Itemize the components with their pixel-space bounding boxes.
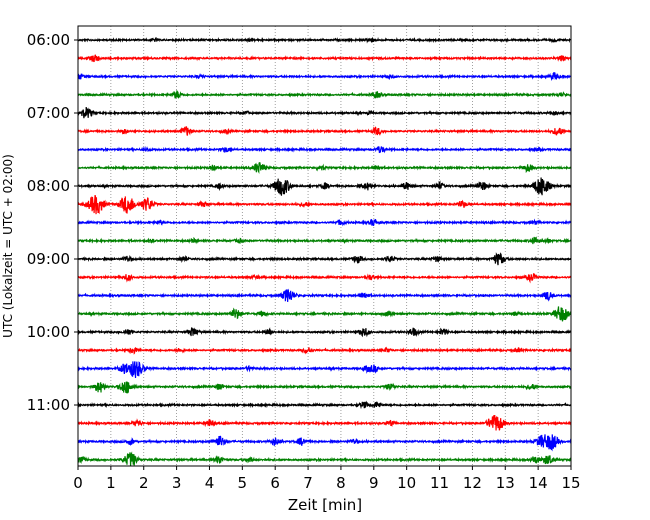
x-tick-label: 6 — [270, 474, 280, 492]
x-tick-label: 5 — [238, 474, 248, 492]
trace-0715 — [77, 126, 572, 136]
trace-0815 — [77, 194, 572, 215]
x-tick-label: 4 — [205, 474, 215, 492]
x-tick-label: 8 — [336, 474, 346, 492]
plot-frame — [77, 25, 572, 467]
trace-1100 — [77, 400, 572, 410]
trace-0830 — [77, 218, 572, 227]
y-tick-label: 06:00 — [27, 31, 70, 49]
trace-1115 — [77, 414, 572, 431]
x-tick-label: 12 — [463, 474, 482, 492]
x-tick-label: 3 — [172, 474, 182, 492]
trace-0745 — [77, 162, 572, 175]
x-tick-label: 13 — [496, 474, 515, 492]
vertical-grid — [110, 26, 539, 466]
x-tick-label: 15 — [561, 474, 580, 492]
y-axis-label: UTC (Lokalzeit = UTC + 02:00) — [1, 154, 15, 338]
trace-1015 — [77, 346, 572, 355]
trace-1030 — [77, 361, 572, 378]
trace-0600 — [77, 36, 572, 44]
trace-0700 — [77, 107, 572, 119]
x-tick-label: 10 — [397, 474, 416, 492]
y-tick-label: 09:00 — [27, 250, 70, 268]
trace-0615 — [77, 54, 572, 63]
x-tick-label: 9 — [369, 474, 379, 492]
trace-1000 — [77, 327, 572, 338]
x-axis-ticks: 0 1 2 3 4 5 6 7 8 9 10 11 12 13 14 15 — [73, 466, 581, 492]
trace-0900 — [77, 252, 572, 266]
trace-0915 — [77, 272, 572, 284]
trace-0930 — [77, 288, 572, 302]
x-tick-label: 7 — [303, 474, 313, 492]
y-tick-label: 10:00 — [27, 323, 70, 341]
x-tick-label: 11 — [430, 474, 449, 492]
trace-1145 — [77, 451, 572, 467]
x-axis-label: Zeit [min] — [288, 496, 362, 514]
x-tick-label: 2 — [139, 474, 149, 492]
trace-0800 — [77, 177, 572, 196]
trace-rows — [77, 36, 572, 467]
x-tick-label: 1 — [106, 474, 116, 492]
trace-1130 — [77, 434, 572, 452]
trace-1045 — [77, 381, 572, 394]
trace-0845 — [77, 236, 572, 245]
trace-0945 — [77, 306, 572, 322]
trace-0630 — [77, 72, 572, 82]
x-tick-label: 0 — [73, 474, 83, 492]
y-tick-label: 11:00 — [27, 396, 70, 414]
y-tick-label: 07:00 — [27, 104, 70, 122]
trace-0730 — [77, 145, 572, 154]
y-axis-ticks: 06:00 07:00 08:00 09:00 10:00 11:00 — [27, 31, 78, 414]
x-tick-label: 14 — [529, 474, 548, 492]
trace-0645 — [77, 89, 572, 100]
y-tick-label: 08:00 — [27, 177, 70, 195]
